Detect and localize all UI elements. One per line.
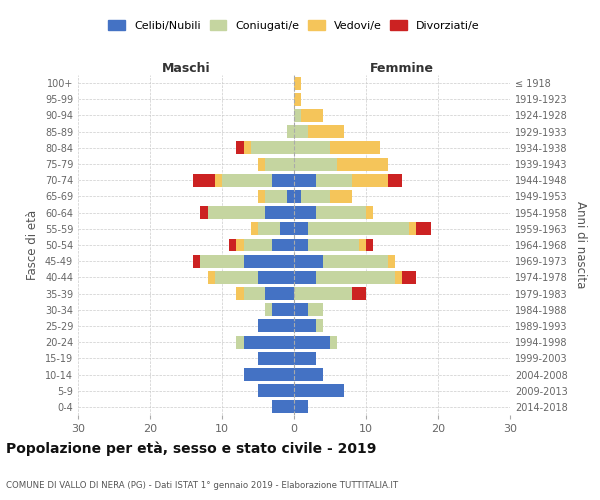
Bar [294,271,316,284]
Bar [236,142,244,154]
Bar [244,287,265,300]
Bar [229,238,236,252]
Bar [258,271,294,284]
Bar [244,254,294,268]
Bar [330,336,337,348]
Bar [294,76,301,90]
Bar [265,206,294,219]
Bar [409,222,416,235]
Bar [294,287,352,300]
Bar [352,174,388,186]
Bar [294,206,316,219]
Bar [294,125,308,138]
Bar [294,222,308,235]
Bar [287,125,294,138]
Bar [244,336,294,348]
Bar [265,287,294,300]
Bar [244,238,272,252]
Bar [294,368,323,381]
Bar [301,109,323,122]
Legend: Celibi/Nubili, Coniugati/e, Vedovi/e, Divorziati/e: Celibi/Nubili, Coniugati/e, Vedovi/e, Di… [104,16,484,36]
Bar [258,352,294,365]
Bar [294,336,330,348]
Bar [301,190,330,203]
Bar [251,222,258,235]
Text: Popolazione per età, sesso e stato civile - 2019: Popolazione per età, sesso e stato civil… [6,441,376,456]
Bar [193,174,215,186]
Bar [265,304,272,316]
Bar [294,142,330,154]
Bar [294,158,337,170]
Bar [294,190,301,203]
Bar [294,93,301,106]
Bar [294,320,316,332]
Bar [258,320,294,332]
Bar [366,206,373,219]
Bar [272,174,294,186]
Bar [294,400,308,413]
Bar [215,174,222,186]
Bar [294,304,308,316]
Bar [244,368,294,381]
Bar [258,222,280,235]
Bar [316,271,395,284]
Bar [316,320,323,332]
Bar [200,206,208,219]
Bar [258,190,265,203]
Bar [236,336,244,348]
Bar [258,158,265,170]
Bar [208,271,215,284]
Bar [294,238,308,252]
Bar [294,352,316,365]
Bar [330,142,380,154]
Bar [208,206,265,219]
Bar [359,238,366,252]
Bar [215,271,258,284]
Bar [352,287,366,300]
Bar [316,174,352,186]
Bar [236,238,244,252]
Bar [272,304,294,316]
Bar [308,125,344,138]
Bar [272,400,294,413]
Bar [272,238,294,252]
Bar [294,384,344,397]
Bar [416,222,431,235]
Bar [258,384,294,397]
Bar [388,174,402,186]
Bar [308,238,359,252]
Bar [265,190,287,203]
Bar [287,190,294,203]
Bar [294,109,301,122]
Y-axis label: Anni di nascita: Anni di nascita [574,202,587,288]
Text: COMUNE DI VALLO DI NERA (PG) - Dati ISTAT 1° gennaio 2019 - Elaborazione TUTTITA: COMUNE DI VALLO DI NERA (PG) - Dati ISTA… [6,480,398,490]
Bar [395,271,402,284]
Bar [222,174,272,186]
Text: Maschi: Maschi [161,62,211,75]
Bar [323,254,388,268]
Y-axis label: Fasce di età: Fasce di età [26,210,39,280]
Bar [244,142,251,154]
Bar [330,190,352,203]
Bar [265,158,294,170]
Bar [337,158,388,170]
Text: Femmine: Femmine [370,62,434,75]
Bar [294,254,323,268]
Bar [294,174,316,186]
Bar [366,238,373,252]
Bar [402,271,416,284]
Bar [193,254,200,268]
Bar [388,254,395,268]
Bar [251,142,294,154]
Bar [308,304,323,316]
Bar [316,206,366,219]
Bar [308,222,409,235]
Bar [200,254,244,268]
Bar [236,287,244,300]
Bar [280,222,294,235]
